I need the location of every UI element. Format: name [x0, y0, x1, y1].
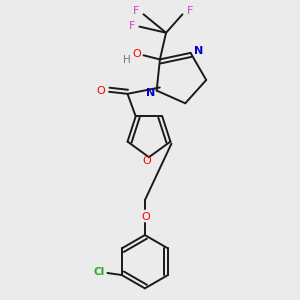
Text: N: N: [194, 46, 203, 56]
Text: F: F: [133, 6, 140, 16]
Text: O: O: [132, 49, 141, 59]
Text: O: O: [142, 156, 151, 166]
Text: O: O: [97, 86, 105, 96]
Text: O: O: [142, 212, 150, 222]
Text: F: F: [187, 6, 193, 16]
Text: Cl: Cl: [94, 267, 105, 277]
Text: N: N: [146, 88, 155, 98]
Text: H: H: [123, 56, 131, 65]
Text: F: F: [129, 21, 135, 31]
